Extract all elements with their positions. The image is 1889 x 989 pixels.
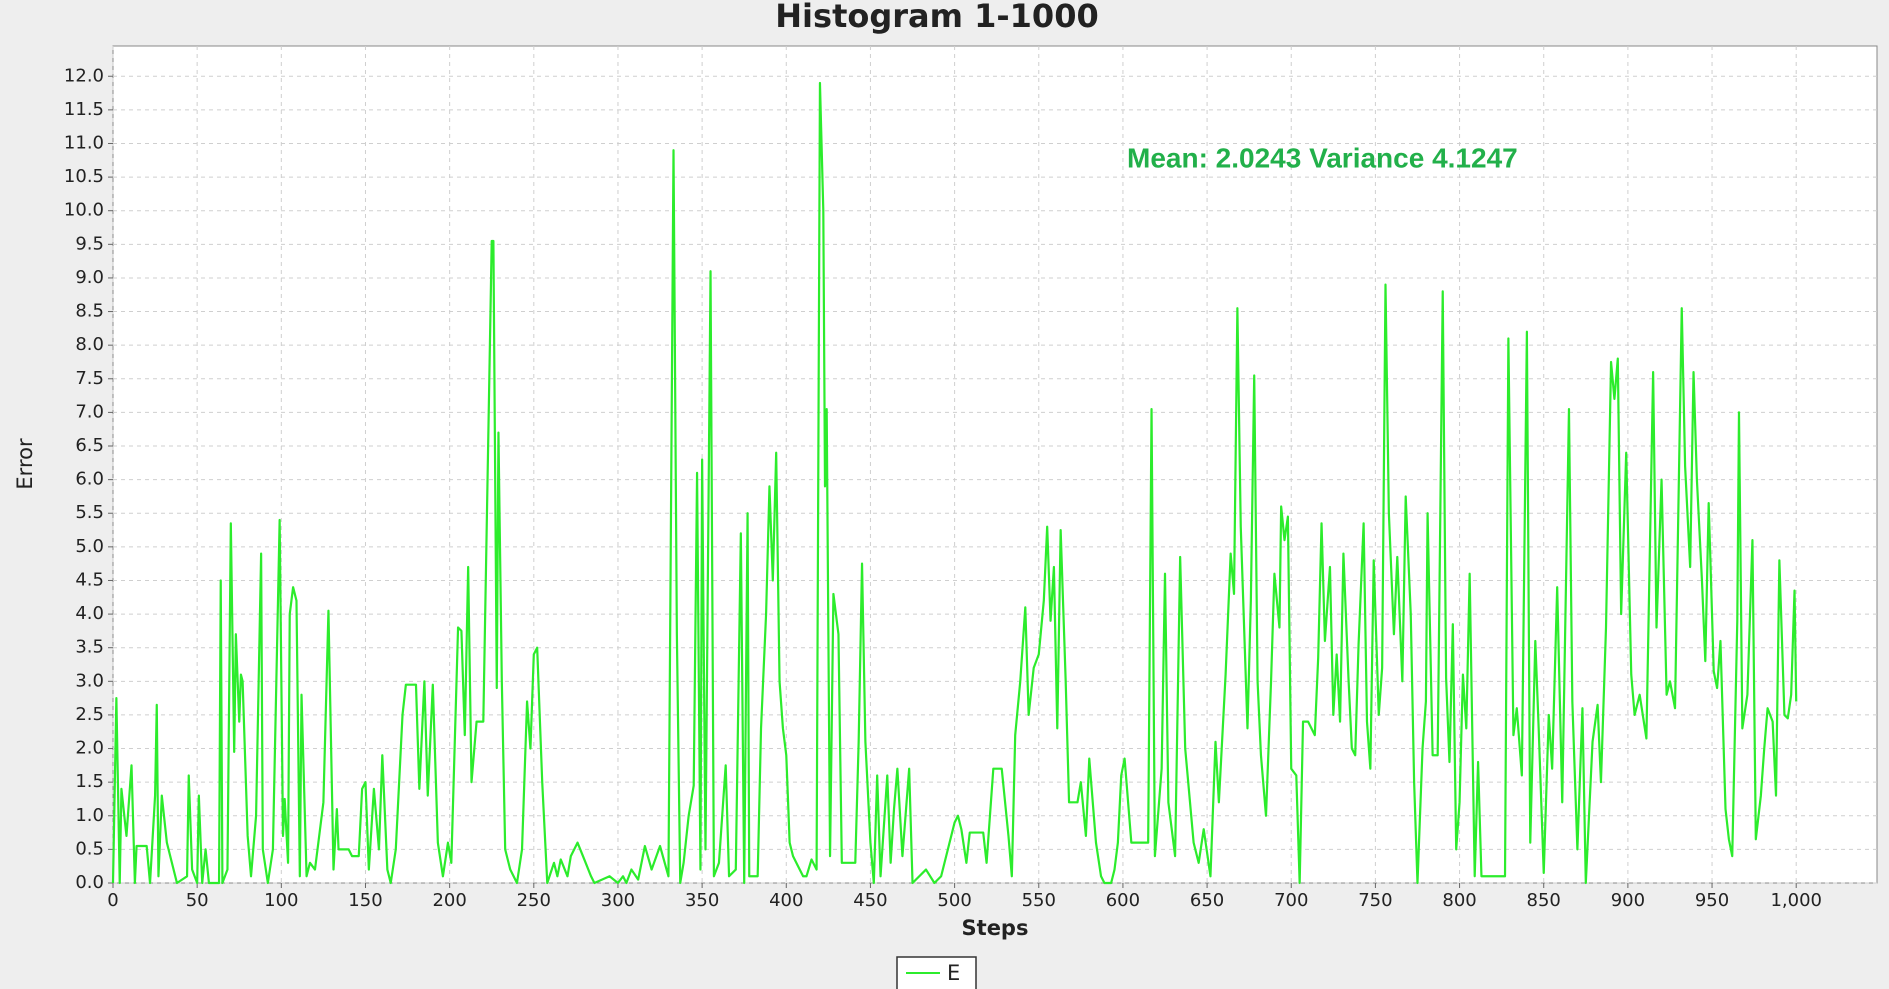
y-tick-label: 0.0 — [75, 872, 104, 893]
x-tick-label: 700 — [1274, 890, 1308, 911]
x-tick-label: 100 — [264, 890, 298, 911]
chart-title: Histogram 1-1000 — [775, 0, 1098, 35]
y-tick-label: 3.0 — [75, 670, 104, 691]
y-tick-label: 5.5 — [75, 502, 104, 523]
y-tick-label: 3.5 — [75, 637, 104, 658]
y-tick-label: 9.0 — [75, 267, 104, 288]
x-tick-label: 150 — [348, 890, 382, 911]
y-tick-label: 2.0 — [75, 738, 104, 759]
y-tick-label: 11.5 — [64, 99, 104, 120]
y-tick-label: 6.5 — [75, 435, 104, 456]
x-axis-label: Steps — [962, 916, 1029, 940]
x-tick-label: 200 — [432, 890, 466, 911]
y-tick-label: 8.5 — [75, 301, 104, 322]
annotation: Mean: 2.0243 Variance 4.1247 — [1127, 142, 1518, 173]
x-tick-label: 400 — [769, 890, 803, 911]
plot-area — [112, 45, 1878, 884]
y-tick-label: 7.5 — [75, 368, 104, 389]
y-tick-label: 8.0 — [75, 334, 104, 355]
x-tick-label: 0 — [107, 890, 118, 911]
data-line — [111, 81, 1798, 885]
x-tick-label: 900 — [1611, 890, 1645, 911]
x-tick-label: 500 — [937, 890, 971, 911]
y-tick-label: 10.5 — [64, 166, 104, 187]
y-tick-label: 4.0 — [75, 603, 104, 624]
y-tick-label: 4.5 — [75, 569, 104, 590]
y-tick-label: 1.0 — [75, 805, 104, 826]
y-tick-label: 6.0 — [75, 469, 104, 490]
y-tick-label: 5.0 — [75, 536, 104, 557]
x-tick-label: 1,000 — [1770, 890, 1822, 911]
x-tick-label: 450 — [853, 890, 887, 911]
x-tick-label: 600 — [1106, 890, 1140, 911]
x-tick-label: 850 — [1527, 890, 1561, 911]
y-axis-label: Error — [13, 438, 37, 490]
x-tick-label: 650 — [1190, 890, 1224, 911]
x-tick-label: 50 — [186, 890, 209, 911]
y-tick-label: 1.5 — [75, 771, 104, 792]
y-tick-label: 10.0 — [64, 200, 104, 221]
x-tick-label: 350 — [685, 890, 719, 911]
y-tick-label: 2.5 — [75, 704, 104, 725]
x-tick-label: 950 — [1695, 890, 1729, 911]
y-tick-label: 12.0 — [64, 65, 104, 86]
legend-label: E — [947, 961, 960, 985]
y-tick-label: 0.5 — [75, 838, 104, 859]
y-tick-label: 11.0 — [64, 132, 104, 153]
y-tick-label: 9.5 — [75, 233, 104, 254]
x-tick-label: 550 — [1022, 890, 1056, 911]
x-tick-label: 300 — [601, 890, 635, 911]
x-tick-label: 800 — [1442, 890, 1476, 911]
x-tick-label: 750 — [1358, 890, 1392, 911]
y-tick-label: 7.0 — [75, 401, 104, 422]
x-tick-label: 250 — [517, 890, 551, 911]
